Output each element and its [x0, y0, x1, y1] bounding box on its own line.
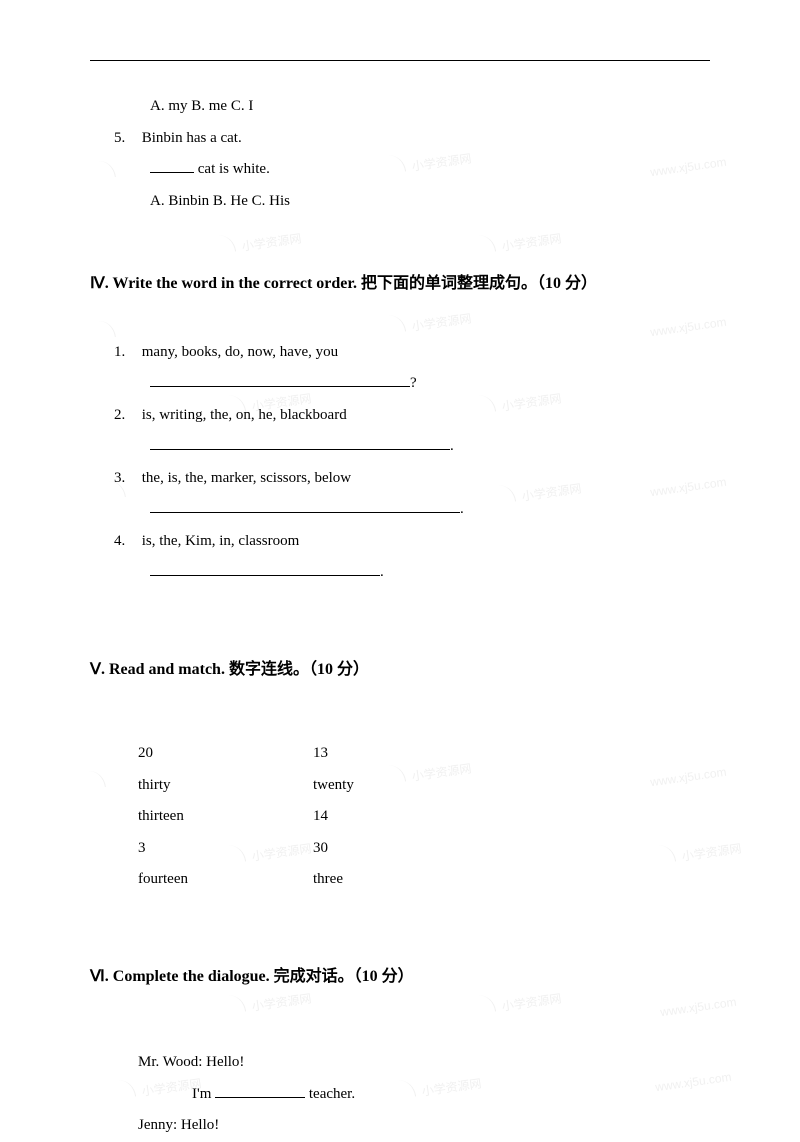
match-r3-c2: 30	[313, 833, 463, 865]
s4-q1-answer: ?	[150, 368, 710, 400]
match-r1-c1: thirty	[138, 770, 313, 802]
s4-q1-words: many, books, do, now, have, you	[142, 344, 338, 360]
s4-q2-blank	[150, 449, 450, 450]
s4-q1-end: ?	[410, 375, 417, 391]
match-r2-c1: thirteen	[138, 801, 313, 833]
q5-options: A. Binbin B. He C. His	[150, 186, 710, 218]
s4-q3-words: the, is, the, marker, scissors, below	[142, 470, 351, 486]
match-table: 20 13 thirty twenty thirteen 14 3 30 fou…	[138, 738, 710, 896]
dialogue-line1: Mr. Wood: Hello!	[138, 1047, 710, 1079]
dialogue-block: Mr. Wood: Hello! I'm teacher. Jenny: Hel…	[138, 1047, 710, 1142]
s4-q3-blank	[150, 512, 460, 513]
dialogue-line2: I'm teacher.	[138, 1079, 710, 1111]
s4-q2-words: is, writing, the, on, he, blackboard	[142, 407, 347, 423]
match-r4-c2: three	[313, 864, 463, 896]
dialogue-line2-post: teacher.	[305, 1086, 355, 1102]
match-r3-c1: 3	[138, 833, 313, 865]
s4-q1: 1. many, books, do, now, have, you	[114, 337, 710, 369]
s4-q2-end: .	[450, 438, 454, 454]
s4-q2: 2. is, writing, the, on, he, blackboard	[114, 400, 710, 432]
s4-q1-blank	[150, 386, 410, 387]
match-row-1: thirty twenty	[138, 770, 710, 802]
q5-line2: cat is white.	[150, 154, 710, 186]
s4-q4-words: is, the, Kim, in, classroom	[142, 533, 300, 549]
s4-q1-num: 1.	[114, 337, 138, 369]
match-r4-c1: fourteen	[138, 864, 313, 896]
document-content: A. my B. me C. I 5. Binbin has a cat. ca…	[90, 91, 710, 1142]
q5-number: 5.	[114, 123, 138, 155]
section6-title: Ⅵ. Complete the dialogue. 完成对话。（10 分）	[90, 960, 710, 994]
match-row-0: 20 13	[138, 738, 710, 770]
q5-line1: 5. Binbin has a cat.	[114, 123, 710, 155]
match-r0-c2: 13	[313, 738, 463, 770]
match-row-3: 3 30	[138, 833, 710, 865]
match-row-2: thirteen 14	[138, 801, 710, 833]
dialogue-line2-pre: I'm	[192, 1086, 215, 1102]
q5-text1: Binbin has a cat.	[142, 130, 242, 146]
q5-blank	[150, 172, 194, 173]
s4-q2-num: 2.	[114, 400, 138, 432]
top-horizontal-rule	[90, 60, 710, 61]
s4-q4-answer: .	[150, 557, 710, 589]
match-row-4: fourteen three	[138, 864, 710, 896]
section5-title: Ⅴ. Read and match. 数字连线。（10 分）	[90, 653, 710, 687]
match-r0-c1: 20	[138, 738, 313, 770]
q5-text2-suffix: cat is white.	[194, 161, 270, 177]
dialogue-line3: Jenny: Hello!	[138, 1110, 710, 1142]
dialogue-blank	[215, 1097, 305, 1098]
s4-q3-end: .	[460, 501, 464, 517]
s4-q3-answer: .	[150, 494, 710, 526]
s4-q3-num: 3.	[114, 463, 138, 495]
s4-q3: 3. the, is, the, marker, scissors, below	[114, 463, 710, 495]
s4-q4-end: .	[380, 564, 384, 580]
match-r2-c2: 14	[313, 801, 463, 833]
s4-q4-num: 4.	[114, 526, 138, 558]
section4-title: Ⅳ. Write the word in the correct order. …	[90, 267, 710, 301]
s4-q2-answer: .	[150, 431, 710, 463]
s4-q4-blank	[150, 575, 380, 576]
q4-options: A. my B. me C. I	[150, 91, 710, 123]
s4-q4: 4. is, the, Kim, in, classroom	[114, 526, 710, 558]
match-r1-c2: twenty	[313, 770, 463, 802]
